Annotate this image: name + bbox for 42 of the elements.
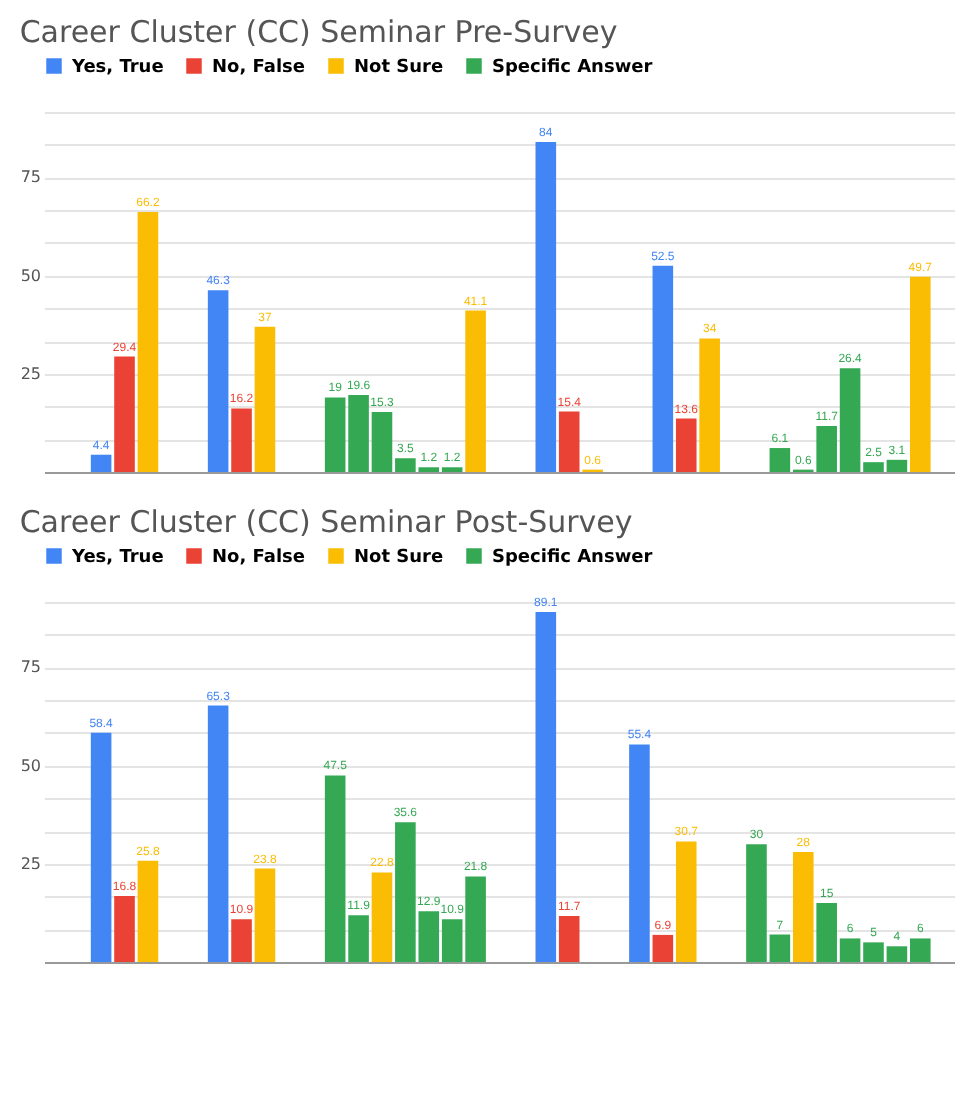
y-tick-label: 75 <box>20 658 41 677</box>
y-tick-label: 50 <box>20 266 41 285</box>
bar <box>465 310 486 472</box>
y-tick-label: 75 <box>20 168 41 187</box>
bar <box>675 418 697 472</box>
bar <box>114 896 135 962</box>
bar <box>629 744 650 962</box>
legend-label: Specific Answer <box>492 548 654 568</box>
legend-label: Specific Answer <box>492 58 654 78</box>
legend-label: Not Sure <box>354 58 444 78</box>
bar <box>699 338 720 472</box>
bar <box>137 860 159 962</box>
legend-label: Not Sure <box>354 548 444 568</box>
bar <box>254 868 276 962</box>
bar <box>254 326 276 472</box>
bar <box>910 276 931 472</box>
y-tick-label: 50 <box>20 756 41 775</box>
bar <box>535 142 557 472</box>
legend-label: Yes, True <box>70 58 164 78</box>
legend-label: No, False <box>212 548 306 568</box>
chart-title: Career Cluster (CC) Seminar Pre-Survey <box>19 14 618 50</box>
chart-title: Career Cluster (CC) Seminar Post-Survey <box>19 504 633 540</box>
bar <box>792 852 814 962</box>
y-tick-label: 25 <box>20 364 41 383</box>
bar <box>371 872 393 962</box>
bar <box>90 732 112 962</box>
bar <box>535 612 557 962</box>
bar <box>652 934 674 962</box>
bar <box>137 212 159 472</box>
bar <box>90 454 112 472</box>
legend-label: No, False <box>212 58 306 78</box>
bar <box>558 411 580 472</box>
bar <box>231 408 252 472</box>
bar <box>231 919 252 962</box>
y-tick-label: 25 <box>20 854 41 873</box>
bar <box>114 356 135 472</box>
bar <box>558 916 580 962</box>
bar <box>207 290 229 472</box>
legend-label: Yes, True <box>70 548 164 568</box>
bar <box>652 265 674 472</box>
bar <box>675 841 697 962</box>
bar <box>207 705 229 962</box>
